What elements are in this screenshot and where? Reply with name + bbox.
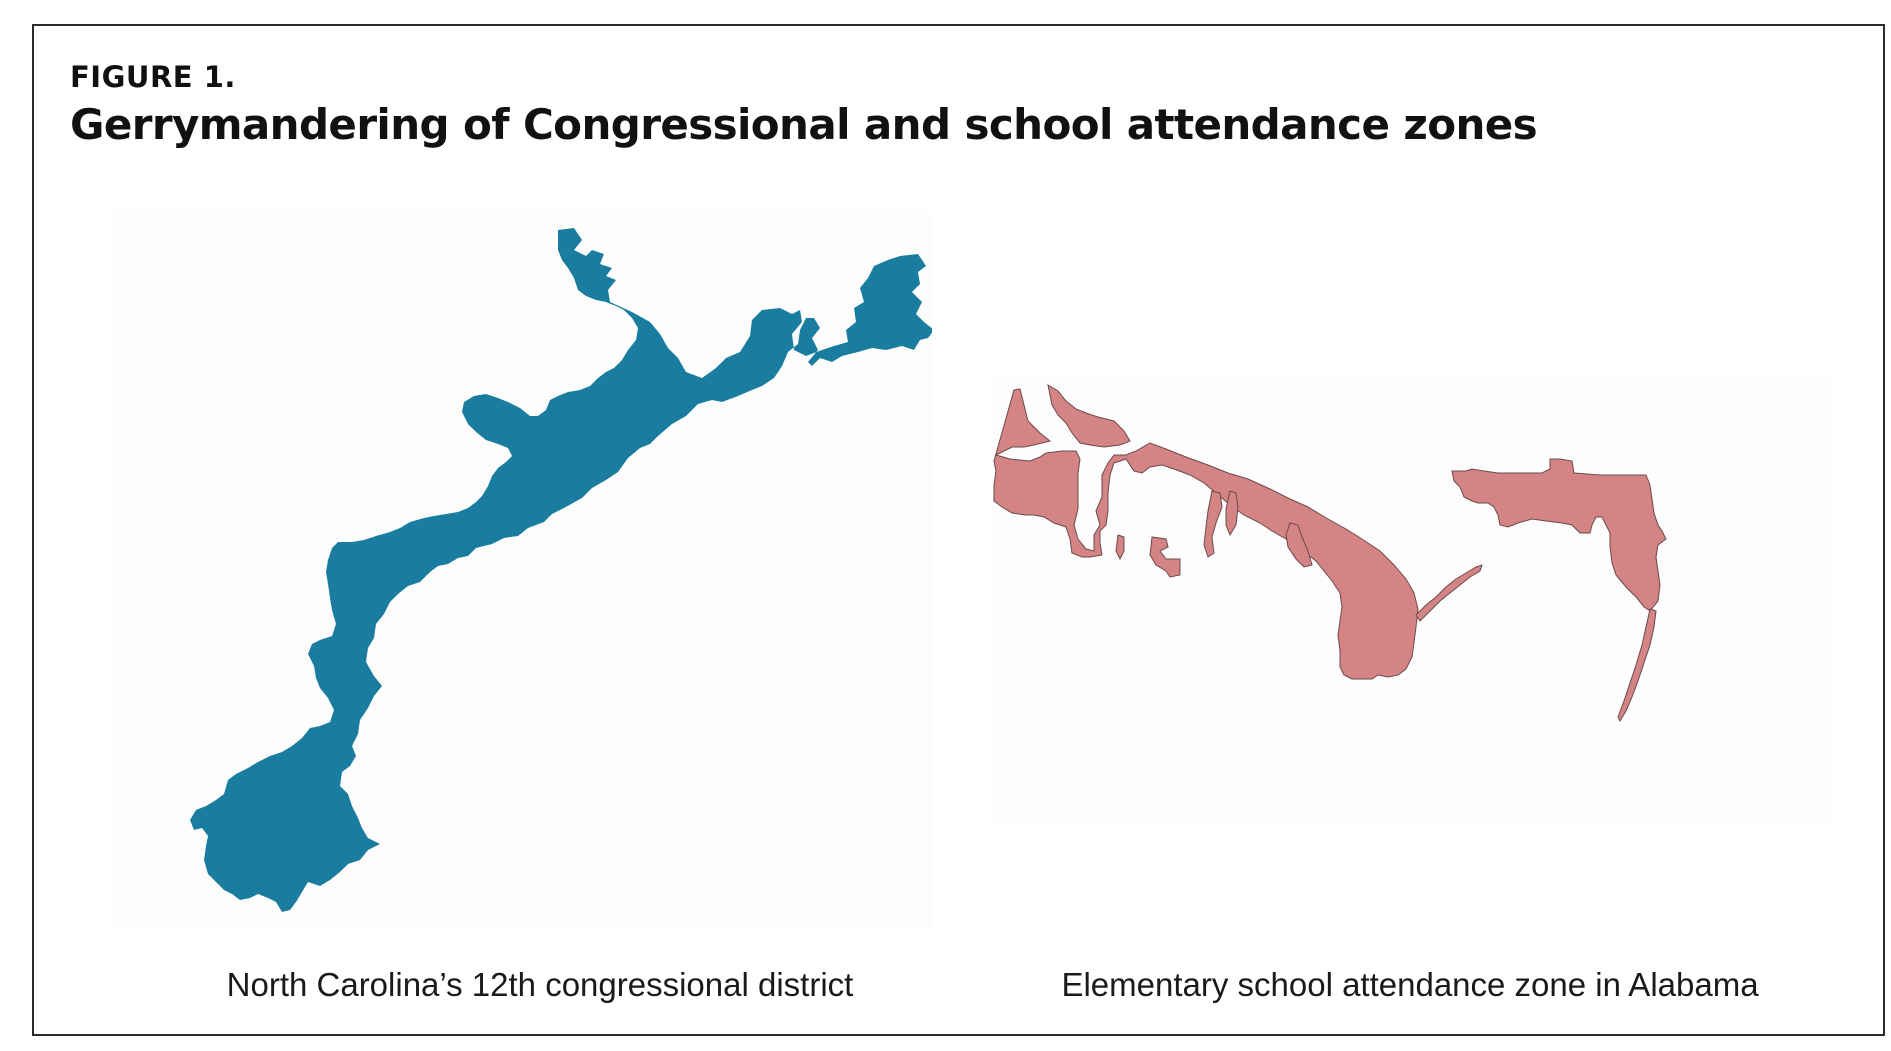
district-12-boundary xyxy=(190,228,932,912)
figure-label: FIGURE 1. xyxy=(70,60,236,94)
attendance-zone-boundary xyxy=(993,383,1667,723)
nc-district-map xyxy=(112,210,932,930)
alabama-zone-map xyxy=(990,375,1830,825)
figure-title: Gerrymandering of Congressional and scho… xyxy=(70,100,1538,149)
nc-map-caption: North Carolina’s 12th congressional dist… xyxy=(226,966,854,1003)
alabama-zone-shape xyxy=(993,383,1667,723)
nc-district-shape xyxy=(190,228,932,912)
alabama-map-caption: Elementary school attendance zone in Ala… xyxy=(1061,966,1759,1003)
